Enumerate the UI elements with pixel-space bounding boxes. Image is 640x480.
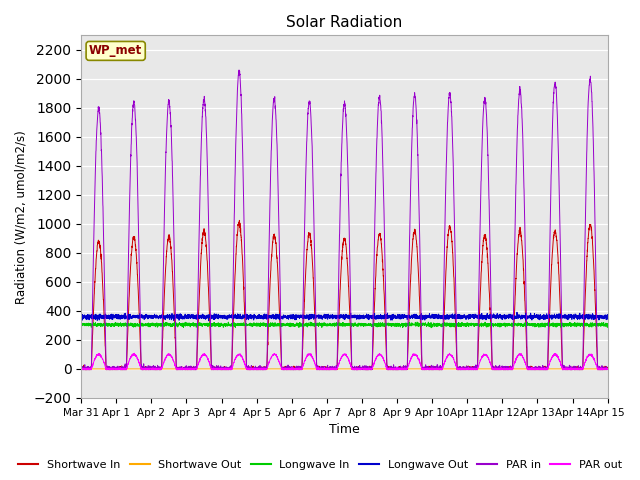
- Shortwave In: [433, 365, 441, 371]
- Shortwave In: [79, 367, 86, 372]
- Longwave Out: [604, 313, 611, 319]
- Shortwave Out: [603, 366, 611, 372]
- Longwave Out: [433, 314, 441, 320]
- Longwave Out: [205, 318, 212, 324]
- Shortwave In: [172, 353, 180, 359]
- Y-axis label: Radiation (W/m2, umol/m2/s): Radiation (W/m2, umol/m2/s): [15, 130, 28, 303]
- Shortwave In: [604, 365, 611, 371]
- Line: PAR out: PAR out: [81, 353, 608, 370]
- Longwave Out: [513, 309, 521, 315]
- Longwave Out: [324, 312, 332, 318]
- Legend: Shortwave In, Shortwave Out, Longwave In, Longwave Out, PAR in, PAR out: Shortwave In, Shortwave Out, Longwave In…: [14, 456, 626, 474]
- Shortwave Out: [172, 366, 180, 372]
- Shortwave In: [236, 217, 243, 223]
- Longwave In: [324, 322, 332, 328]
- Longwave In: [604, 321, 611, 327]
- Longwave Out: [77, 312, 85, 318]
- PAR in: [463, 365, 470, 371]
- PAR in: [433, 362, 441, 368]
- X-axis label: Time: Time: [329, 423, 360, 436]
- Shortwave Out: [324, 366, 332, 372]
- Line: PAR in: PAR in: [81, 70, 608, 370]
- PAR out: [172, 365, 180, 371]
- Title: Solar Radiation: Solar Radiation: [286, 15, 403, 30]
- Longwave In: [172, 322, 180, 328]
- Shortwave Out: [77, 366, 85, 372]
- Shortwave Out: [462, 366, 470, 372]
- Longwave In: [428, 325, 435, 331]
- Longwave In: [463, 323, 470, 328]
- PAR in: [235, 67, 243, 73]
- PAR in: [77, 367, 85, 372]
- Shortwave In: [463, 363, 470, 369]
- Shortwave In: [492, 365, 500, 371]
- Longwave Out: [604, 314, 612, 320]
- Longwave In: [492, 322, 500, 328]
- PAR out: [604, 367, 611, 372]
- PAR out: [77, 366, 85, 372]
- Longwave Out: [492, 314, 500, 320]
- PAR in: [325, 367, 333, 372]
- Longwave In: [433, 323, 441, 329]
- Text: WP_met: WP_met: [89, 44, 142, 58]
- Longwave In: [604, 322, 612, 327]
- Line: Longwave Out: Longwave Out: [81, 312, 608, 321]
- PAR out: [433, 366, 441, 372]
- PAR in: [172, 344, 180, 349]
- PAR out: [131, 350, 138, 356]
- Line: Shortwave In: Shortwave In: [81, 220, 608, 370]
- PAR out: [83, 367, 91, 372]
- Longwave Out: [172, 313, 180, 319]
- PAR out: [492, 366, 500, 372]
- Longwave Out: [463, 315, 470, 321]
- Longwave In: [77, 320, 85, 326]
- Line: Longwave In: Longwave In: [81, 322, 608, 328]
- Shortwave In: [77, 366, 85, 372]
- PAR out: [325, 365, 333, 371]
- PAR in: [604, 366, 611, 372]
- PAR in: [492, 366, 500, 372]
- PAR out: [463, 366, 470, 372]
- PAR in: [604, 366, 612, 372]
- Longwave In: [524, 319, 531, 325]
- Shortwave In: [604, 366, 612, 372]
- Shortwave Out: [433, 366, 441, 372]
- Shortwave Out: [604, 366, 612, 372]
- Shortwave In: [325, 365, 333, 371]
- PAR out: [604, 366, 612, 372]
- Shortwave Out: [492, 366, 500, 372]
- PAR in: [77, 367, 85, 372]
